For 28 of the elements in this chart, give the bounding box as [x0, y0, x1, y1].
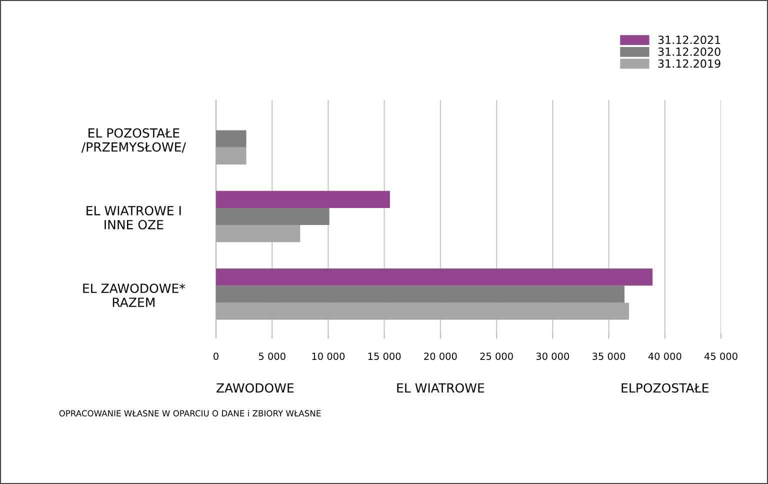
legend-label: 31.12.2019 — [658, 59, 720, 68]
bar — [216, 130, 246, 148]
x-tick-label: 35 000 — [592, 352, 626, 360]
text: ELPOZOSTAŁE — [622, 383, 708, 393]
bar — [216, 225, 300, 242]
x-tick-label: 10 000 — [312, 352, 345, 360]
text: ZAWODOWE — [216, 383, 294, 393]
bar — [216, 268, 653, 286]
x-tick-label: 30 000 — [536, 352, 570, 360]
x-tick-label: 40 000 — [648, 352, 682, 360]
y-tick-label: EL POZOSTAŁE /PRZEMYSŁOWE/ — [81, 128, 186, 153]
bar — [216, 286, 624, 303]
text: EL WIATROWE — [397, 383, 484, 393]
y-tick-label: EL WIATROWE I INNE OZE — [86, 206, 181, 230]
bar — [216, 147, 246, 164]
bar — [216, 208, 330, 226]
bar — [216, 190, 390, 208]
x-tick-label: 25 000 — [480, 352, 513, 360]
x-tick-label: 20 000 — [424, 352, 457, 360]
x-tick-label: 15 000 — [368, 352, 401, 360]
x-tick-label: 0 — [214, 352, 218, 360]
y-tick-label: EL ZAWODOWE* RAZEM — [83, 284, 186, 307]
legend-label: 31.12.2021 — [658, 36, 720, 44]
legend-label: 31.12.2020 — [658, 48, 720, 56]
x-tick-label: 5 000 — [258, 352, 286, 360]
text: OPRACOWANIE WŁASNE W OPARCIU O DANE i ZBIORY WŁASNE — [59, 410, 321, 416]
x-tick-label: 45 000 — [704, 352, 738, 360]
bar — [216, 302, 629, 320]
